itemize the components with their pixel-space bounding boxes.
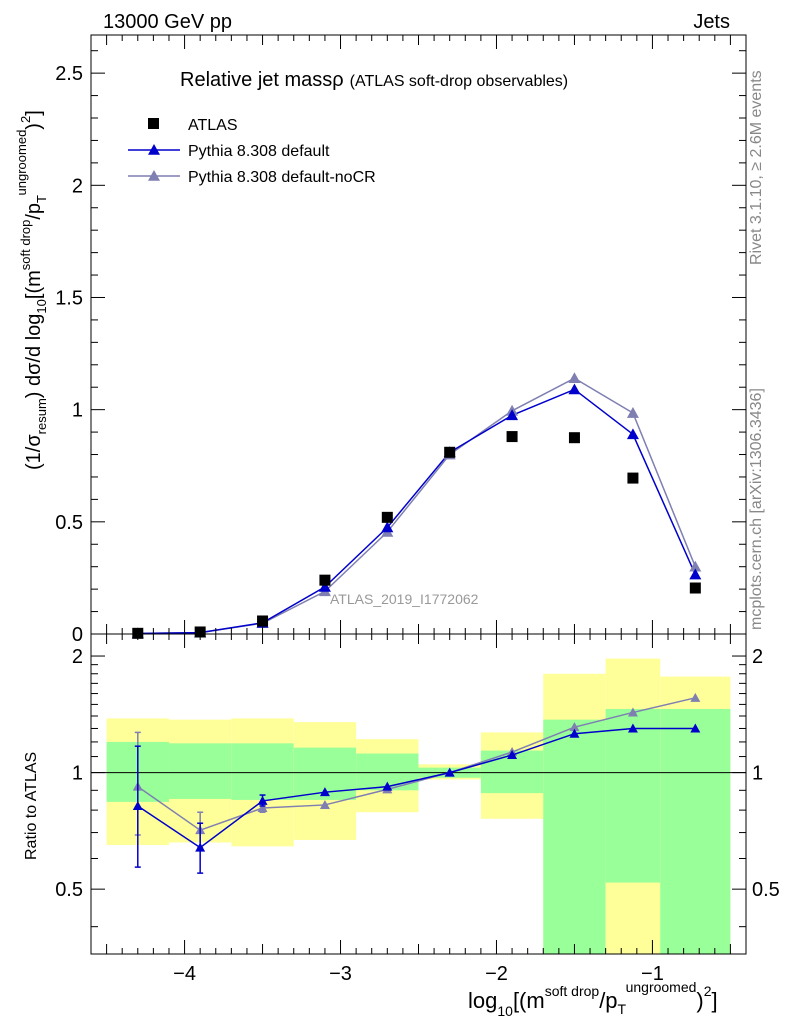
mcplots-label: mcplots.cern.ch [arXiv:1306.3436]: [748, 388, 765, 630]
x-tick-label: −2: [485, 963, 508, 985]
data-point-atlas: [257, 615, 269, 627]
ratio-line-default-nocr: [137, 697, 696, 832]
axes: 0 0.5 1 1.5 2 2.5 0.5 0.5 1 1 2 2 −4 −3 −2 −1: [55, 35, 780, 985]
legend-marker-triangle: [148, 170, 160, 181]
data-point-atlas: [506, 431, 518, 443]
ratio-point-default: [382, 781, 393, 791]
data-point-atlas: [627, 472, 639, 484]
ratio-point-default: [444, 767, 455, 777]
legend-label: Pythia 8.308 default-noCR: [188, 169, 376, 186]
ratio-point-default-nocr: [319, 799, 330, 809]
ratio-point-default-nocr: [627, 707, 638, 717]
data-point-atlas: [319, 574, 331, 586]
uncertainty-bands: [91, 658, 746, 954]
ratio-point-default: [507, 750, 518, 760]
data-point-atlas: [381, 511, 393, 523]
legend-marker-triangle: [148, 144, 160, 155]
ratio-panel-frame: [90, 633, 747, 955]
x-axis-label: log10[(msoft drop/pTungroomed)2]: [468, 979, 718, 1019]
ratio-y-axis-label: Ratio to ATLAS: [23, 752, 40, 860]
inner-band-bin: [231, 743, 294, 800]
main-y-tick-label: 2: [72, 175, 83, 197]
ratio-y-tick-label: 1: [72, 763, 83, 785]
data-point-atlas: [444, 446, 456, 458]
ratio-point-default: [195, 842, 206, 852]
header-left: 13000 GeV pp: [103, 11, 232, 33]
x-tick-label: −4: [173, 963, 196, 985]
ratio-point-default: [569, 728, 580, 738]
ratio-y-tick-label: 0.5: [55, 879, 83, 901]
plot-title-sub: (ATLAS soft-drop observables): [350, 73, 568, 90]
data-point-default: [506, 409, 519, 421]
x-tick-label: −1: [641, 963, 664, 985]
main-y-tick-label: 0: [72, 624, 83, 646]
data-point-default-nocr: [568, 372, 581, 384]
legend: ATLAS Pythia 8.308 default Pythia 8.308 de…: [128, 117, 376, 186]
main-y-tick-label: 1.5: [55, 287, 83, 309]
data-point-default: [689, 568, 702, 580]
main-y-axis-label: (1/σresum) dσ/d log10[(msoft drop/pTungr…: [14, 110, 49, 470]
legend-label: Pythia 8.308 default: [188, 143, 330, 160]
plot-title: Relative jet massρ (ATLAS soft-drop obser…: [180, 69, 568, 91]
x-tick-label: −3: [329, 963, 352, 985]
ratio-y-tick-label-right: 0.5: [752, 879, 780, 901]
ratio-point-default: [627, 723, 638, 733]
main-y-tick-label: 2.5: [55, 63, 83, 85]
data-point-default: [568, 383, 581, 395]
ratio-point-default-nocr: [569, 722, 580, 732]
ratio-point-default-nocr: [690, 692, 701, 702]
ratio-point-default-nocr: [257, 803, 268, 813]
main-y-tick-label: 0.5: [55, 512, 83, 534]
inner-band-bin: [660, 708, 731, 954]
data-point-default: [381, 521, 394, 533]
data-point-default: [626, 428, 639, 440]
ratio-point-default: [257, 795, 268, 805]
legend-label: ATLAS: [188, 117, 238, 134]
ratio-y-tick-label-right: 1: [752, 763, 763, 785]
inner-band-bin: [605, 708, 661, 883]
data-point-default-nocr: [689, 560, 702, 572]
inner-band-bin: [543, 719, 606, 954]
analysis-label: ATLAS_2019_I1772062: [330, 591, 479, 607]
header-right: Jets: [693, 11, 730, 33]
series-line-default: [137, 388, 697, 635]
ratio-panel-series: [132, 692, 701, 874]
rivet-label: Rivet 3.1.10, ≥ 2.6M events: [748, 70, 765, 265]
data-point-atlas: [689, 582, 701, 594]
inner-band-bin: [168, 743, 232, 799]
ratio-point-default: [132, 800, 143, 810]
ratio-point-default: [690, 723, 701, 733]
ratio-point-default: [319, 787, 330, 797]
ratio-line-default: [137, 727, 696, 849]
ratio-y-tick-label: 2: [72, 646, 83, 668]
data-point-atlas: [568, 432, 580, 444]
legend-marker-atlas: [148, 118, 159, 129]
data-point-default-nocr: [626, 407, 639, 418]
ratio-y-tick-label-right: 2: [752, 646, 763, 668]
main-y-tick-label: 1: [72, 400, 83, 422]
data-point-default: [318, 580, 331, 592]
plot-title-main: Relative jet massρ: [180, 69, 344, 91]
